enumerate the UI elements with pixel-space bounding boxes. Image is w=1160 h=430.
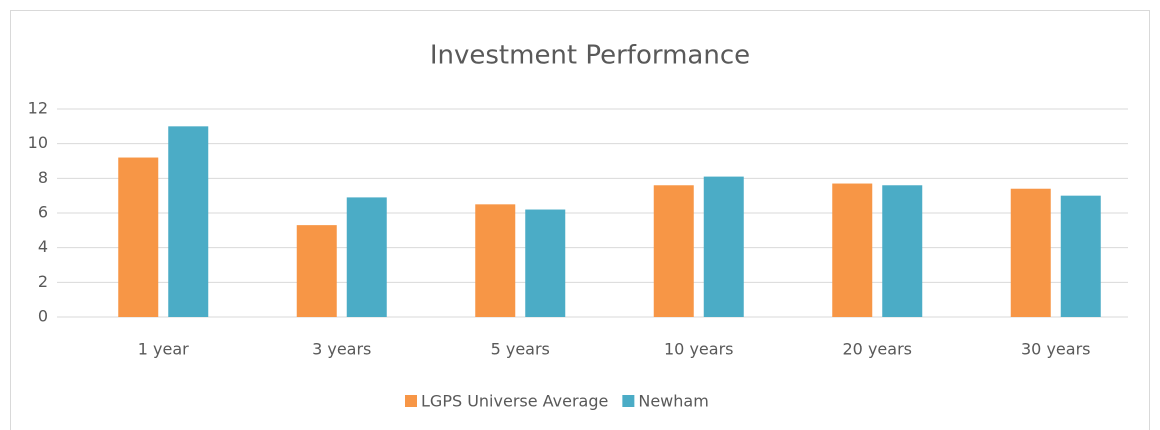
bar	[832, 183, 873, 317]
bar	[1060, 195, 1101, 317]
bar	[1010, 188, 1051, 317]
y-tick-label: 0	[38, 307, 48, 326]
y-tick-label: 8	[38, 168, 48, 187]
bar	[525, 209, 566, 317]
y-tick-label: 10	[28, 133, 48, 152]
bar	[703, 176, 744, 317]
y-tick-label: 2	[38, 272, 48, 291]
legend-swatch	[405, 395, 417, 407]
x-tick-label: 10 years	[664, 340, 733, 359]
legend-swatch	[622, 395, 635, 407]
x-tick-label: 3 years	[312, 340, 371, 359]
legend-label: LGPS Universe Average	[421, 392, 608, 411]
x-tick-label: 30 years	[1021, 340, 1090, 359]
bar	[168, 126, 209, 317]
x-tick-label: 1 year	[138, 340, 189, 359]
y-tick-label: 4	[38, 237, 48, 256]
bar	[346, 197, 387, 317]
bar	[653, 185, 694, 317]
y-tick-label: 6	[38, 203, 48, 222]
y-tick-label: 12	[28, 99, 48, 118]
bar	[475, 204, 516, 317]
legend-label: Newham	[638, 392, 708, 411]
x-tick-label: 5 years	[491, 340, 550, 359]
chart-title: Investment Performance	[430, 41, 750, 71]
bar	[882, 185, 923, 317]
x-tick-label: 20 years	[843, 340, 912, 359]
bar	[296, 225, 337, 317]
bar	[118, 157, 159, 317]
